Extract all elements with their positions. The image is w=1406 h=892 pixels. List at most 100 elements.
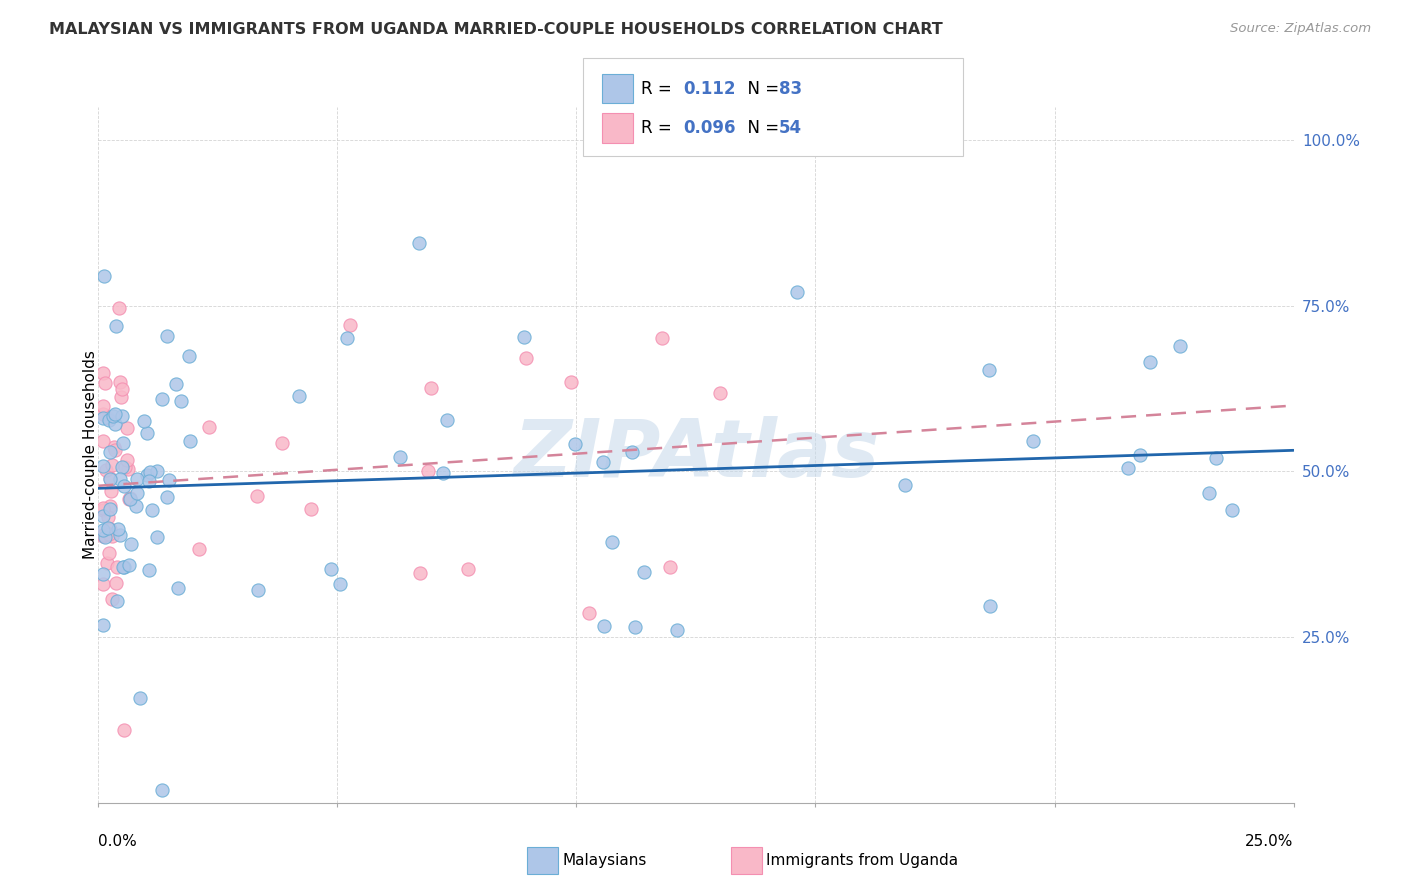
Point xyxy=(104,417,127,431)
Point xyxy=(94,376,117,390)
Point xyxy=(101,529,124,543)
Point xyxy=(977,363,1000,377)
Point xyxy=(600,534,623,549)
Point xyxy=(91,459,114,474)
Point xyxy=(105,594,128,608)
Point xyxy=(270,435,292,450)
Point xyxy=(408,235,430,250)
Text: Malaysians: Malaysians xyxy=(562,854,647,868)
Point xyxy=(118,491,141,506)
Point xyxy=(118,491,141,505)
Point xyxy=(111,382,134,396)
Text: 54: 54 xyxy=(779,119,801,137)
Point xyxy=(515,351,537,366)
Point xyxy=(179,350,201,364)
Point xyxy=(651,331,673,345)
Point xyxy=(339,318,361,333)
Point xyxy=(141,503,163,517)
Point xyxy=(246,582,269,597)
Text: Immigrants from Uganda: Immigrants from Uganda xyxy=(766,854,959,868)
Point xyxy=(578,606,600,620)
Point xyxy=(146,530,169,544)
Point xyxy=(150,782,173,797)
Point xyxy=(120,537,142,551)
Point xyxy=(894,478,917,492)
Point xyxy=(97,521,120,535)
Point xyxy=(409,566,432,581)
Point xyxy=(1168,338,1191,352)
Point xyxy=(98,471,121,485)
Text: 0.0%: 0.0% xyxy=(98,834,138,849)
Point xyxy=(146,464,169,478)
Point xyxy=(125,472,148,486)
Text: 83: 83 xyxy=(779,79,801,98)
Point xyxy=(118,492,141,507)
Point xyxy=(560,375,582,389)
Point xyxy=(91,508,114,523)
Point xyxy=(98,500,121,514)
Point xyxy=(112,560,135,574)
Point xyxy=(110,390,132,404)
Point xyxy=(98,413,121,427)
Point xyxy=(1116,461,1139,475)
Point xyxy=(103,440,125,454)
Point xyxy=(138,563,160,577)
Point xyxy=(167,581,190,595)
Point xyxy=(98,444,121,458)
Point xyxy=(118,558,141,573)
Point xyxy=(659,560,682,574)
Point xyxy=(136,425,159,440)
Point xyxy=(165,377,187,392)
Point xyxy=(1022,434,1045,449)
Point xyxy=(150,392,173,406)
Point xyxy=(513,330,536,344)
Text: N =: N = xyxy=(737,79,785,98)
Point xyxy=(91,618,114,632)
Point xyxy=(112,479,135,493)
Point xyxy=(179,434,201,448)
Point xyxy=(432,467,454,481)
Point xyxy=(91,529,114,543)
Point xyxy=(111,459,134,474)
Point xyxy=(564,437,586,451)
Point xyxy=(299,502,322,516)
Point xyxy=(125,499,148,513)
Point xyxy=(666,623,689,637)
Point xyxy=(170,394,193,409)
Point xyxy=(91,503,114,517)
Point xyxy=(457,562,479,576)
Point xyxy=(621,445,644,459)
Point xyxy=(91,577,114,591)
Point xyxy=(979,599,1001,613)
Point xyxy=(1205,451,1227,466)
Point xyxy=(112,723,135,738)
Point xyxy=(593,619,616,633)
Point xyxy=(125,486,148,500)
Point xyxy=(93,269,115,284)
Point xyxy=(98,546,121,560)
Point xyxy=(335,331,357,345)
Point xyxy=(98,502,121,516)
Point xyxy=(91,523,114,537)
Text: ZIPAtlas: ZIPAtlas xyxy=(513,416,879,494)
Point xyxy=(91,500,114,515)
Point xyxy=(114,459,136,474)
Point xyxy=(418,464,440,478)
Point xyxy=(1139,354,1161,368)
Point xyxy=(246,489,269,503)
Point xyxy=(138,474,160,488)
Point xyxy=(136,467,159,482)
Text: Source: ZipAtlas.com: Source: ZipAtlas.com xyxy=(1230,22,1371,36)
Text: 25.0%: 25.0% xyxy=(1246,834,1294,849)
Point xyxy=(157,473,180,487)
Point xyxy=(91,527,114,541)
Point xyxy=(97,510,120,524)
Text: 0.096: 0.096 xyxy=(683,119,735,137)
Point xyxy=(103,409,125,423)
Point xyxy=(1129,448,1152,462)
Point xyxy=(389,450,412,464)
Point xyxy=(91,566,114,581)
Point xyxy=(91,366,114,380)
Point xyxy=(98,471,121,485)
Point xyxy=(100,522,122,536)
